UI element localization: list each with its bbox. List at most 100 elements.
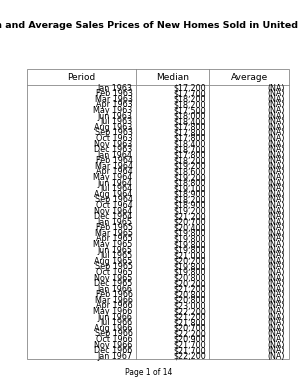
- Text: May 1964: May 1964: [93, 173, 133, 182]
- Text: (NA): (NA): [267, 313, 285, 322]
- Text: $18,400: $18,400: [174, 117, 206, 126]
- Text: $18,000: $18,000: [174, 112, 206, 120]
- Text: Oct 1964: Oct 1964: [96, 201, 133, 210]
- Text: $18,900: $18,900: [174, 201, 206, 210]
- Text: (NA): (NA): [267, 123, 285, 132]
- Text: $20,900: $20,900: [173, 335, 206, 344]
- Text: (NA): (NA): [267, 212, 285, 221]
- Text: $20,200: $20,200: [173, 279, 206, 288]
- Text: $20,800: $20,800: [174, 290, 206, 299]
- Text: Mar 1965: Mar 1965: [95, 229, 133, 238]
- Text: Feb 1966: Feb 1966: [96, 290, 133, 299]
- Text: $21,200: $21,200: [173, 212, 206, 221]
- Text: $19,800: $19,800: [174, 229, 206, 238]
- Text: $18,200: $18,200: [174, 195, 206, 204]
- Text: $17,800: $17,800: [174, 134, 206, 143]
- Text: Oct 1965: Oct 1965: [96, 268, 133, 277]
- Text: $20,800: $20,800: [174, 274, 206, 283]
- Text: (NA): (NA): [267, 84, 285, 93]
- Text: $18,700: $18,700: [174, 145, 206, 154]
- Text: (NA): (NA): [267, 134, 285, 143]
- Text: $18,200: $18,200: [174, 156, 206, 165]
- Text: Feb 1963: Feb 1963: [96, 89, 133, 98]
- Text: $19,200: $19,200: [173, 162, 206, 171]
- Text: $18,600: $18,600: [174, 168, 206, 176]
- Text: $17,700: $17,700: [173, 89, 206, 98]
- Text: (NA): (NA): [267, 156, 285, 165]
- Text: (NA): (NA): [267, 290, 285, 299]
- Text: Feb 1964: Feb 1964: [96, 156, 133, 165]
- Text: (NA): (NA): [267, 106, 285, 115]
- Text: $21,200: $21,200: [173, 313, 206, 322]
- Text: (NA): (NA): [267, 329, 285, 339]
- Text: $21,200: $21,200: [173, 285, 206, 294]
- Text: $22,200: $22,200: [173, 307, 206, 316]
- Text: (NA): (NA): [267, 117, 285, 126]
- Text: (NA): (NA): [267, 268, 285, 277]
- Text: Sep 1966: Sep 1966: [95, 329, 133, 339]
- Text: Apr 1966: Apr 1966: [96, 301, 133, 310]
- Text: (NA): (NA): [267, 335, 285, 344]
- Text: $21,000: $21,000: [174, 251, 206, 260]
- Text: $17,500: $17,500: [173, 106, 206, 115]
- Text: (NA): (NA): [267, 201, 285, 210]
- Text: Jun 1965: Jun 1965: [98, 245, 133, 255]
- Text: $19,200: $19,200: [173, 173, 206, 182]
- Text: (NA): (NA): [267, 257, 285, 266]
- Text: Aug 1966: Aug 1966: [94, 324, 133, 333]
- Text: $18,400: $18,400: [174, 139, 206, 149]
- Text: (NA): (NA): [267, 184, 285, 193]
- Text: (NA): (NA): [267, 207, 285, 215]
- Text: $19,800: $19,800: [174, 262, 206, 271]
- Text: Mar 1966: Mar 1966: [95, 296, 133, 305]
- Text: Dec 1965: Dec 1965: [94, 279, 133, 288]
- Text: (NA): (NA): [267, 296, 285, 305]
- Text: (NA): (NA): [267, 139, 285, 149]
- Text: (NA): (NA): [267, 324, 285, 333]
- Text: Dec 1966: Dec 1966: [94, 346, 133, 355]
- Text: $21,800: $21,800: [174, 318, 206, 327]
- Text: Apr 1963: Apr 1963: [96, 100, 133, 110]
- Text: Jan 1966: Jan 1966: [98, 285, 133, 294]
- Text: $17,800: $17,800: [174, 129, 206, 137]
- Text: Feb 1965: Feb 1965: [96, 223, 133, 232]
- Text: (NA): (NA): [267, 240, 285, 249]
- Text: Nov 1966: Nov 1966: [94, 340, 133, 349]
- Text: (NA): (NA): [267, 301, 285, 310]
- Text: Sep 1964: Sep 1964: [95, 195, 133, 204]
- Text: Jul 1966: Jul 1966: [100, 318, 133, 327]
- Text: $19,800: $19,800: [174, 234, 206, 244]
- Text: (NA): (NA): [267, 307, 285, 316]
- Text: $17,800: $17,800: [174, 123, 206, 132]
- Text: (NA): (NA): [267, 285, 285, 294]
- Text: Aug 1964: Aug 1964: [94, 190, 133, 199]
- Text: $18,200: $18,200: [174, 95, 206, 104]
- Text: (NA): (NA): [267, 112, 285, 120]
- Text: $20,700: $20,700: [173, 218, 206, 227]
- Text: (NA): (NA): [267, 168, 285, 176]
- Text: (NA): (NA): [267, 145, 285, 154]
- Text: Dec 1963: Dec 1963: [94, 145, 133, 154]
- Text: Jan 1964: Jan 1964: [98, 151, 133, 160]
- Text: Dec 1964: Dec 1964: [94, 212, 133, 221]
- Text: $19,800: $19,800: [174, 240, 206, 249]
- Text: Nov 1965: Nov 1965: [94, 274, 133, 283]
- Text: (NA): (NA): [267, 173, 285, 182]
- Text: $23,000: $23,000: [174, 301, 206, 310]
- Text: $18,900: $18,900: [174, 190, 206, 199]
- Text: Jul 1965: Jul 1965: [100, 251, 133, 260]
- Text: $17,200: $17,200: [173, 84, 206, 93]
- Text: May 1965: May 1965: [93, 240, 133, 249]
- Text: $19,100: $19,100: [174, 184, 206, 193]
- Text: Period: Period: [67, 73, 95, 82]
- Text: Apr 1965: Apr 1965: [96, 234, 133, 244]
- Text: $22,200: $22,200: [173, 329, 206, 339]
- Text: Apr 1964: Apr 1964: [96, 168, 133, 176]
- Text: May 1963: May 1963: [93, 106, 133, 115]
- Text: Jul 1963: Jul 1963: [100, 117, 133, 126]
- Text: Nov 1964: Nov 1964: [94, 207, 133, 215]
- Text: (NA): (NA): [267, 245, 285, 255]
- Text: (NA): (NA): [267, 229, 285, 238]
- Text: (NA): (NA): [267, 318, 285, 327]
- Text: Mar 1964: Mar 1964: [95, 162, 133, 171]
